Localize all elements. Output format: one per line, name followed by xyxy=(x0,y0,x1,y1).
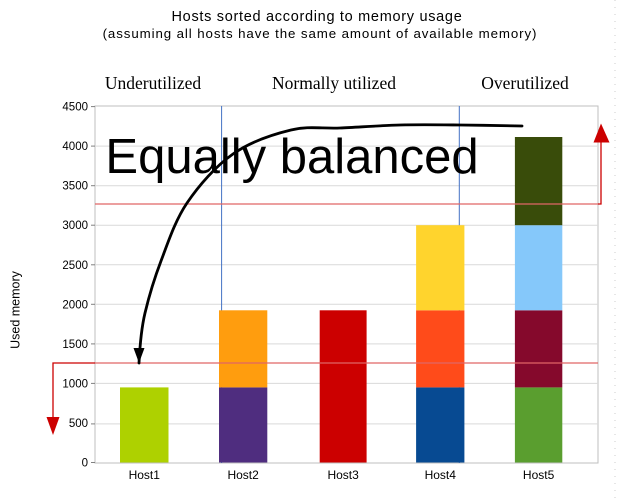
svg-text:(assuming all hosts have the s: (assuming all hosts have the same amount… xyxy=(103,26,538,41)
svg-text:Host5: Host5 xyxy=(523,468,555,482)
svg-text:Equally balanced: Equally balanced xyxy=(105,130,478,184)
svg-text:500: 500 xyxy=(69,418,88,430)
svg-text:Host3: Host3 xyxy=(327,468,359,482)
svg-text:3000: 3000 xyxy=(62,220,88,232)
svg-text:3500: 3500 xyxy=(62,181,88,193)
svg-text:Overutilized: Overutilized xyxy=(481,73,569,93)
svg-text:Hosts sorted according to memo: Hosts sorted according to memory usage xyxy=(172,9,463,25)
svg-text:Host4: Host4 xyxy=(425,468,457,482)
svg-text:Host1: Host1 xyxy=(129,468,161,482)
svg-text:0: 0 xyxy=(82,458,88,470)
svg-text:1500: 1500 xyxy=(62,339,88,351)
svg-text:4000: 4000 xyxy=(62,141,88,153)
svg-text:Normally utilized: Normally utilized xyxy=(272,73,396,93)
svg-text:Host2: Host2 xyxy=(227,468,259,482)
svg-text:2000: 2000 xyxy=(62,299,88,311)
svg-text:2500: 2500 xyxy=(62,260,88,272)
svg-text:Underutilized: Underutilized xyxy=(105,73,201,93)
svg-text:4500: 4500 xyxy=(62,102,88,114)
svg-text:1000: 1000 xyxy=(62,379,88,391)
svg-text:Used memory: Used memory xyxy=(9,270,23,349)
